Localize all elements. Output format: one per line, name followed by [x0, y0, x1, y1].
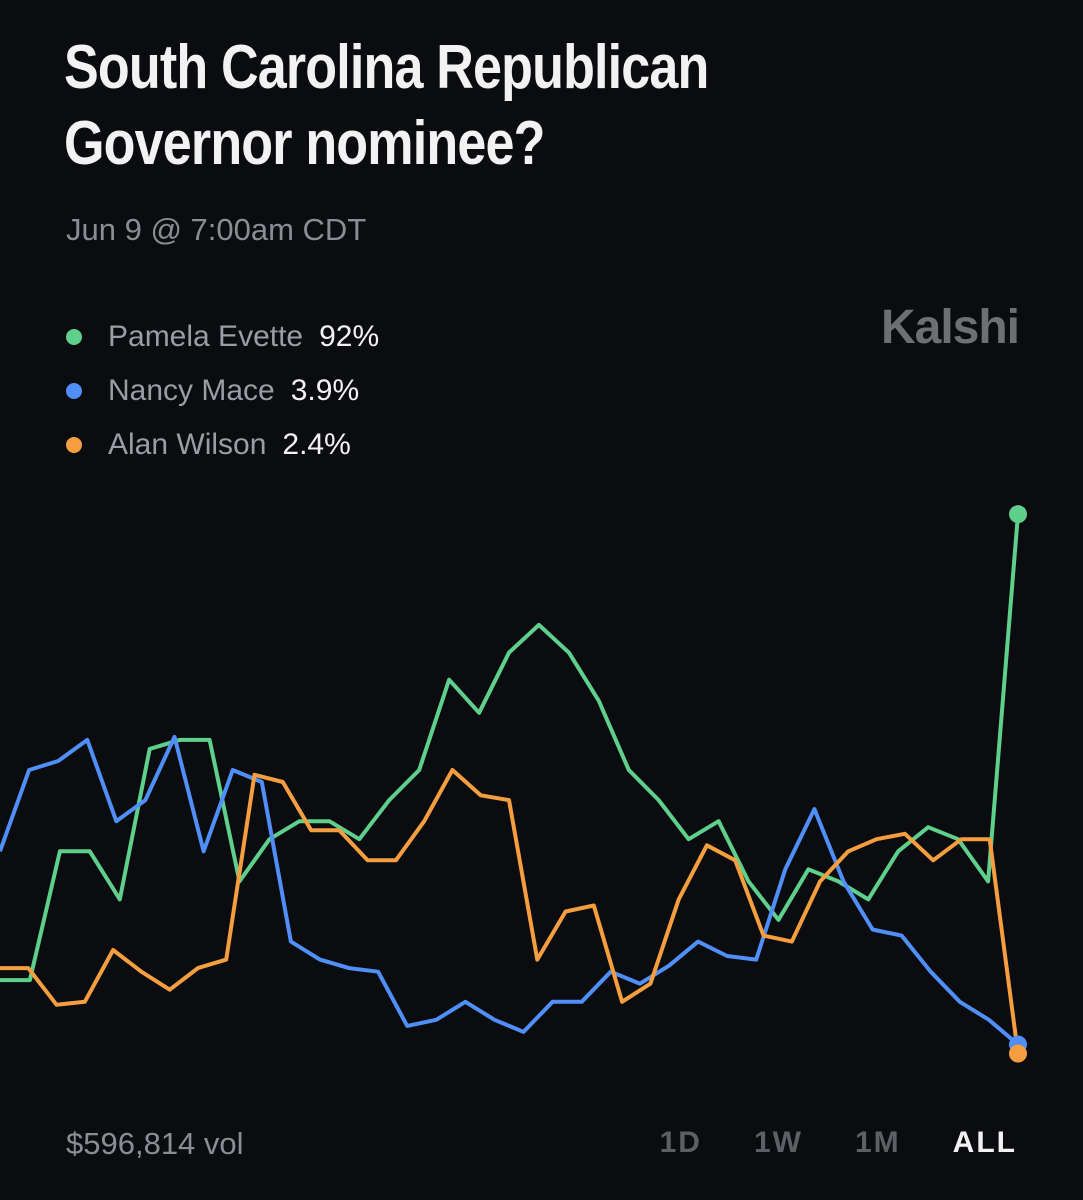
chart-title: South Carolina Republican Governor nomin…	[64, 33, 709, 178]
legend-value: 2.4%	[282, 428, 351, 461]
range-button[interactable]: ALL	[952, 1126, 1017, 1159]
range-button[interactable]: 1W	[753, 1126, 803, 1159]
legend-name: Pamela Evette	[108, 320, 304, 353]
legend-swatch	[66, 329, 82, 345]
line	[0, 734, 1020, 1047]
line	[0, 514, 1020, 983]
end-dot	[1009, 505, 1027, 524]
legend-value: 92%	[319, 320, 380, 353]
legend-swatch	[66, 437, 82, 453]
end-dot	[1009, 1044, 1027, 1063]
legend-item: Alan Wilson 2.4%	[66, 418, 379, 472]
legend-name: Nancy Mace	[108, 374, 275, 407]
range-selector: 1D 1W 1M ALL	[660, 1126, 1017, 1160]
legend-swatch	[66, 383, 82, 399]
subtitle: Jun 9 @ 7:00am CDT	[66, 212, 367, 247]
legend: Pamela Evette 92% Nancy Mace 3.9% Alan Wilso…	[66, 310, 379, 472]
line	[0, 768, 1020, 1054]
legend-item: Pamela Evette 92%	[66, 310, 379, 364]
legend-value: 3.9%	[290, 374, 360, 407]
brand: Kalshi	[880, 301, 1020, 354]
range-button[interactable]: 1M	[854, 1126, 901, 1159]
range-button[interactable]: 1D	[659, 1126, 702, 1159]
volume: $596,814 vol	[66, 1126, 244, 1161]
legend-name: Alan Wilson	[108, 428, 267, 461]
legend-item: Nancy Mace 3.9%	[66, 364, 379, 418]
